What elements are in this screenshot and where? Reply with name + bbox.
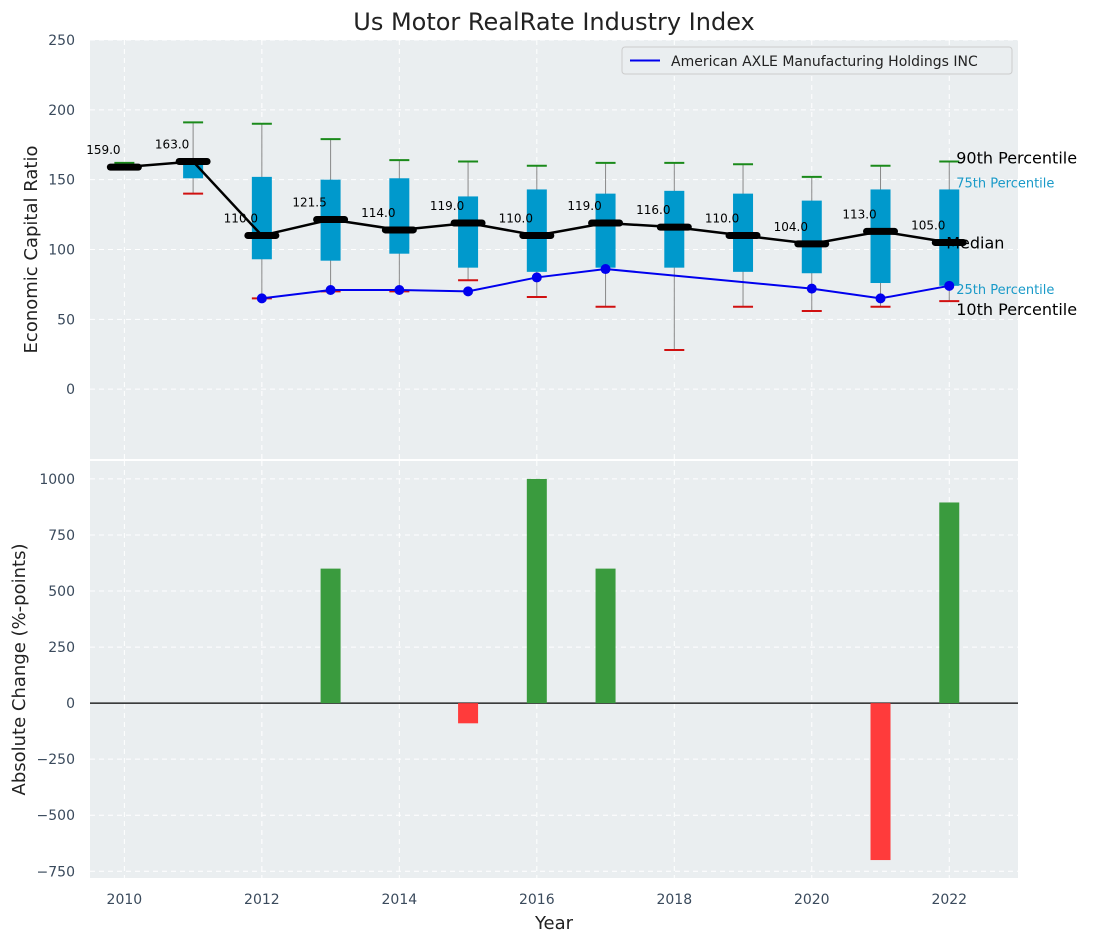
change-bar-panel: −750 −500 −250 0 250 500 750 1000 2010 2012 2014 20…	[37, 461, 1018, 908]
y-tick-label: 250	[48, 33, 75, 49]
y-tick-label: 150	[48, 173, 75, 189]
y-tick-label: −750	[37, 864, 75, 880]
median-value-label: 110.0	[499, 212, 533, 226]
legend-box	[621, 46, 1013, 75]
bar-2021	[870, 703, 891, 861]
median-value-label: 110.0	[224, 212, 258, 226]
x-tick-label: 2014	[382, 892, 418, 908]
iqr-box	[389, 178, 410, 254]
chart-title: Us Motor RealRate Industry Index	[353, 8, 755, 36]
y-tick-label: 500	[48, 584, 75, 600]
p90-annotation: 90th Percentile	[956, 149, 1077, 168]
company-point	[394, 285, 405, 296]
y-tick-label: −250	[37, 752, 75, 768]
bar-2013	[320, 568, 341, 704]
p10-annotation: 10th Percentile	[956, 300, 1077, 319]
median-value-label: 163.0	[155, 138, 189, 152]
x-axis-label: Year	[534, 913, 574, 934]
box-2017	[595, 161, 616, 308]
bar-2016	[526, 478, 547, 704]
median-value-label: 113.0	[842, 207, 876, 221]
median-value-label: 119.0	[430, 199, 464, 213]
y-tick-label: 0	[66, 382, 75, 398]
legend: American AXLE Manufacturing Holdings INC	[621, 46, 1013, 75]
x-tick-label: 2022	[931, 892, 967, 908]
company-point	[806, 283, 817, 294]
y-tick-label: 1000	[39, 472, 75, 488]
iqr-box	[458, 196, 479, 268]
x-tick-label: 2020	[794, 892, 830, 908]
box-2015	[458, 160, 479, 282]
y-axis-label-top: Economic Capital Ratio	[21, 146, 42, 354]
iqr-box	[870, 189, 891, 284]
company-point	[256, 293, 267, 304]
company-point	[325, 285, 336, 296]
median-value-label: 114.0	[361, 206, 395, 220]
company-point	[944, 280, 955, 291]
y-tick-label: 200	[48, 103, 75, 119]
x-tick-label: 2016	[519, 892, 555, 908]
median-value-label: 121.5	[292, 195, 326, 209]
box-2014	[389, 159, 410, 293]
y-tick-label: 50	[57, 312, 75, 328]
box-2022	[939, 160, 960, 303]
median-value-label: 110.0	[705, 212, 739, 226]
legend-entry: American AXLE Manufacturing Holdings INC	[671, 54, 978, 70]
y-axis-label-bottom: Absolute Change (%-points)	[9, 544, 30, 796]
y-tick-label: 750	[48, 528, 75, 544]
median-value-label: 159.0	[86, 143, 120, 157]
company-point	[531, 272, 542, 283]
bar-2015	[458, 703, 479, 724]
x-tick-label: 2018	[656, 892, 692, 908]
median-value-label: 104.0	[774, 220, 808, 234]
iqr-box	[526, 189, 547, 272]
y-tick-label: −500	[37, 808, 75, 824]
y-tick-label: 250	[48, 640, 75, 656]
company-point	[463, 286, 474, 297]
iqr-box	[939, 189, 960, 286]
bar-2017	[595, 568, 616, 704]
median-value-label: 119.0	[567, 199, 601, 213]
p25-annotation: 25th Percentile	[956, 283, 1054, 298]
y-tick-label: 100	[48, 243, 75, 259]
company-point	[875, 293, 886, 304]
x-tick-label: 2012	[244, 892, 280, 908]
x-tick-label: 2010	[107, 892, 143, 908]
bar-2022	[939, 502, 960, 704]
box-plot-panel: 0 50 100 150 200 250 159.0 163.0 110.0 121.5 114.0…	[48, 33, 1077, 461]
median-value-label: 105.0	[911, 219, 945, 233]
plot-area-bottom	[90, 461, 1018, 878]
median-value-label: 116.0	[636, 203, 670, 217]
y-tick-label: 0	[66, 696, 75, 712]
box-2021	[870, 164, 891, 308]
company-point	[600, 264, 611, 275]
iqr-box	[801, 200, 822, 274]
iqr-box	[595, 193, 616, 268]
median-annotation: Median	[946, 234, 1004, 253]
p75-annotation: 75th Percentile	[956, 176, 1054, 191]
